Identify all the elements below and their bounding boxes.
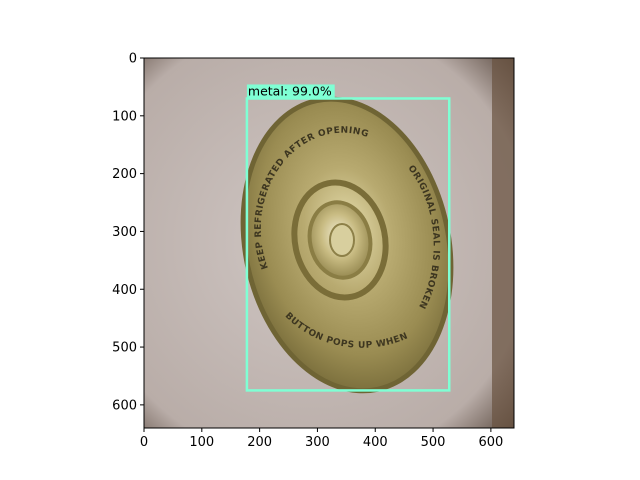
y-tick-label: 500 [112, 341, 137, 356]
x-tick-label: 100 [189, 435, 214, 450]
y-tick-label: 200 [112, 167, 137, 182]
y-tick-label: 400 [112, 283, 137, 298]
x-tick-label: 500 [421, 435, 446, 450]
x-tick-label: 200 [247, 435, 272, 450]
x-tick-label: 300 [305, 435, 330, 450]
y-tick-label: 600 [112, 398, 137, 413]
y-tick-label: 300 [112, 225, 137, 240]
axes-frame [143, 57, 515, 429]
y-tick-label: 100 [112, 109, 137, 124]
lid-button [329, 223, 355, 257]
lid-ring [291, 179, 389, 301]
photo-image: KEEP REFRIGERATED AFTER OPENING ORIGINAL… [144, 58, 514, 428]
detection-label: metal: 99.0% [248, 83, 332, 98]
x-tick-label: 400 [363, 435, 388, 450]
x-tick-label: 0 [140, 435, 148, 450]
detection-box [245, 97, 451, 392]
y-axis: 0 100 200 300 400 500 600 [112, 52, 144, 413]
x-tick-label: 600 [478, 435, 503, 450]
y-tick-label: 0 [129, 52, 137, 67]
x-axis: 0 100 200 300 400 500 600 [140, 428, 503, 450]
detection-label-background [246, 84, 335, 99]
